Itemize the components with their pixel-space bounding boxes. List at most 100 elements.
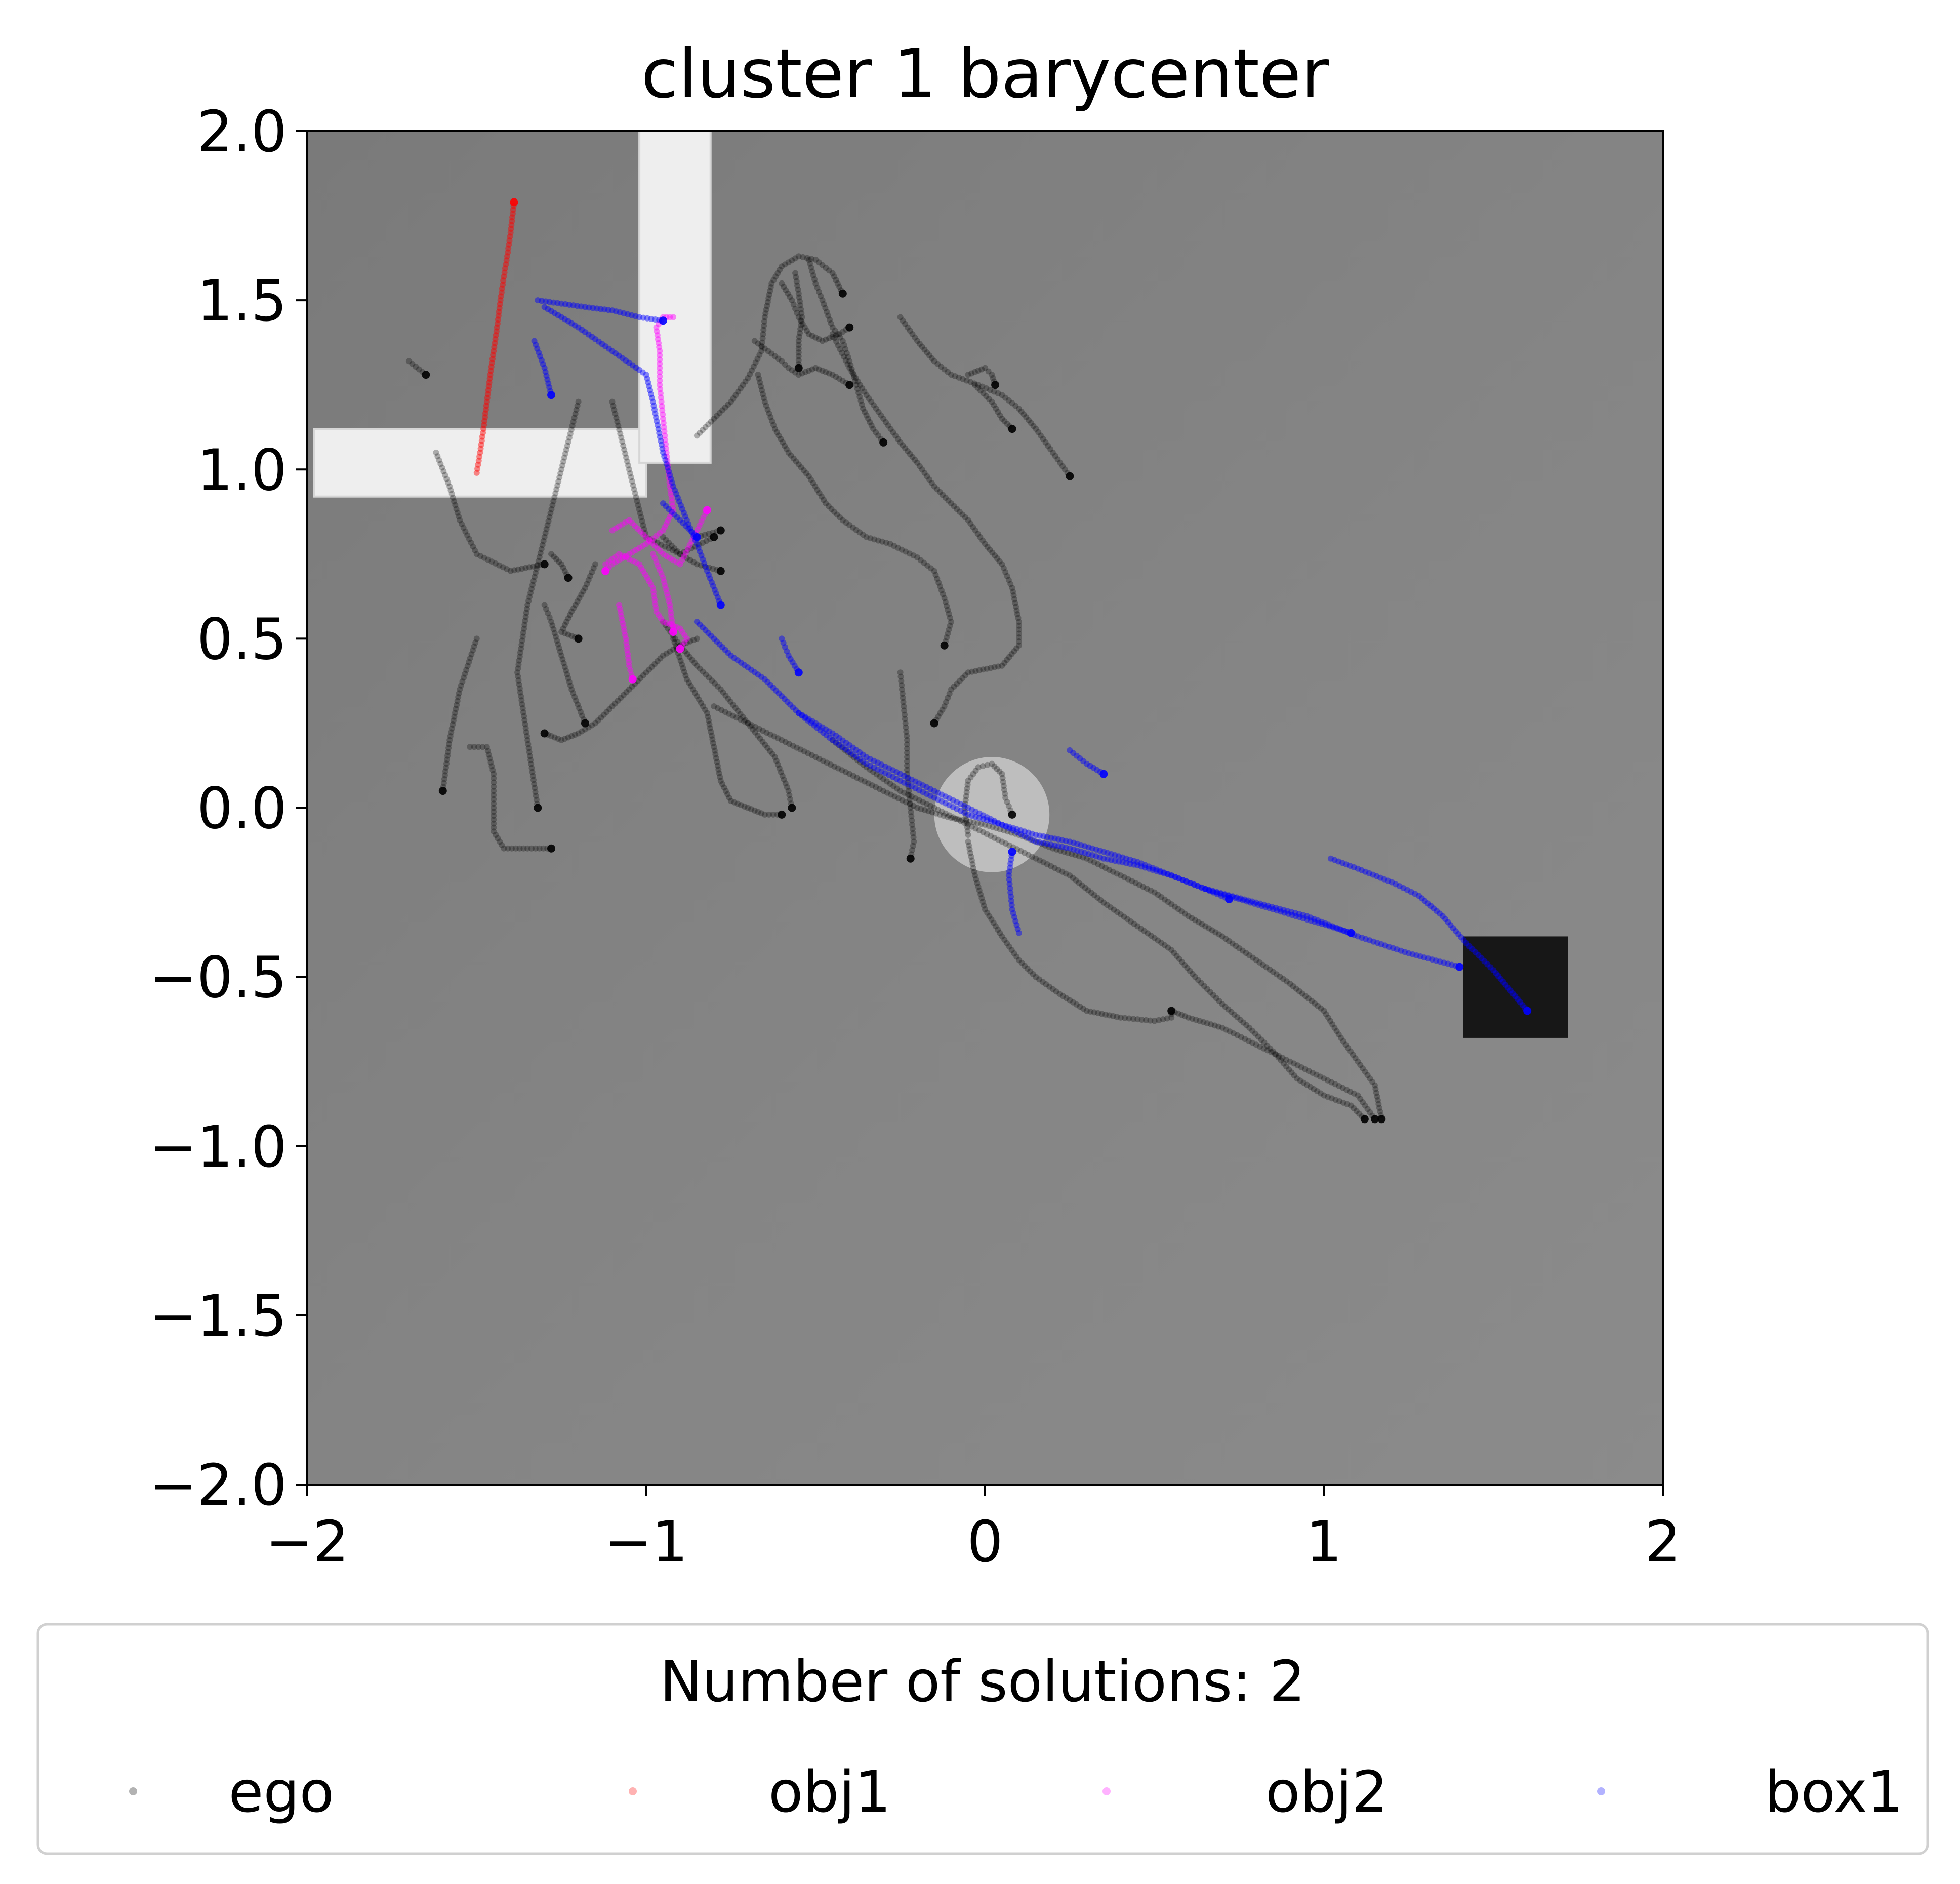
point-ego	[1293, 985, 1299, 992]
point-ego	[993, 405, 999, 412]
point-ego	[793, 274, 799, 280]
point-ego	[563, 618, 570, 625]
point-box1	[1326, 921, 1332, 928]
point-ego	[968, 857, 975, 864]
point-ego	[770, 277, 777, 284]
point-box1	[1073, 752, 1080, 759]
point-ego	[873, 771, 880, 778]
point-ego	[713, 413, 720, 419]
point-ego	[614, 418, 621, 425]
point-ego	[564, 671, 570, 677]
y-tick-label: −0.5	[149, 945, 287, 1011]
point-box1	[1157, 868, 1163, 874]
point-obj2	[655, 563, 661, 569]
point-ego	[731, 799, 738, 806]
point-ego	[571, 732, 578, 738]
point-ego	[921, 559, 927, 566]
point-ego	[493, 831, 499, 838]
point-ego	[926, 352, 933, 358]
point-ego	[683, 676, 690, 683]
point-ego	[1261, 1039, 1268, 1046]
point-box1	[663, 503, 669, 509]
point-obj2	[665, 466, 672, 473]
point-ego	[952, 373, 958, 380]
point-obj2	[626, 551, 633, 557]
point-box1	[1484, 961, 1491, 968]
point-ego	[547, 510, 554, 516]
point-ego	[764, 303, 770, 309]
point-ego	[991, 834, 998, 841]
point-box1	[1500, 979, 1506, 985]
point-box1	[1010, 825, 1016, 831]
point-box1	[542, 298, 549, 305]
point-ego	[660, 534, 666, 540]
point-ego	[569, 422, 576, 429]
point-obj1	[480, 426, 487, 432]
point-obj2	[609, 527, 616, 534]
point-ego	[902, 445, 909, 452]
point-box1	[889, 774, 896, 780]
point-ego	[774, 761, 781, 768]
point-ego	[899, 797, 906, 804]
point-obj1	[506, 237, 513, 244]
point-ego	[472, 639, 479, 646]
point-ego	[485, 556, 492, 563]
point-ego	[1057, 459, 1064, 466]
point-box1	[1400, 885, 1407, 891]
point-ego	[1333, 1028, 1340, 1034]
point-ego	[1065, 850, 1071, 856]
point-obj2	[666, 474, 672, 481]
point-ego	[1302, 1066, 1309, 1072]
point-ego	[1004, 657, 1010, 663]
point-ego	[615, 422, 622, 429]
point-ego	[531, 574, 538, 580]
point-ego	[946, 690, 953, 697]
point-obj1	[494, 324, 500, 331]
point-ego	[530, 777, 537, 783]
point-obj2	[662, 436, 669, 443]
point-ego	[983, 393, 990, 399]
point-box1	[853, 747, 860, 753]
series-obj1	[473, 198, 518, 476]
point-box1	[1007, 885, 1013, 892]
point-obj2	[654, 545, 661, 552]
point-ego	[1009, 585, 1015, 591]
point-box1	[1008, 856, 1014, 863]
point-obj2	[657, 548, 664, 554]
point-ego	[845, 323, 854, 332]
point-ego	[539, 542, 546, 548]
point-obj2	[633, 559, 639, 566]
point-box1	[683, 517, 690, 524]
point-ego	[512, 845, 519, 852]
point-ego	[702, 424, 709, 430]
point-ego	[693, 662, 700, 669]
point-box1	[1051, 835, 1058, 842]
point-box1	[1442, 916, 1449, 923]
point-ego	[1087, 857, 1094, 864]
point-ego	[1340, 1038, 1346, 1045]
point-ego	[968, 854, 974, 860]
point-ego	[563, 667, 569, 674]
point-ego	[527, 589, 534, 596]
point-ego	[700, 540, 706, 546]
point-ego	[1000, 783, 1007, 789]
point-ego	[1229, 940, 1236, 947]
point-ego	[555, 478, 562, 485]
point-ego	[637, 510, 643, 516]
point-ego	[1219, 1001, 1226, 1008]
point-ego	[1088, 890, 1094, 896]
point-obj2	[657, 356, 663, 363]
point-ego	[1025, 852, 1032, 858]
point-ego	[984, 665, 990, 672]
point-obj2	[694, 526, 701, 533]
point-box1	[1067, 845, 1073, 852]
point-ego	[989, 549, 996, 556]
point-ego	[1213, 995, 1219, 1001]
point-ego	[750, 726, 756, 733]
point-ego	[786, 792, 793, 798]
point-ego	[1134, 1016, 1141, 1023]
point-ego	[971, 380, 977, 387]
point-ego	[687, 557, 693, 564]
point-box1	[1304, 913, 1311, 919]
point-box1	[668, 508, 675, 515]
